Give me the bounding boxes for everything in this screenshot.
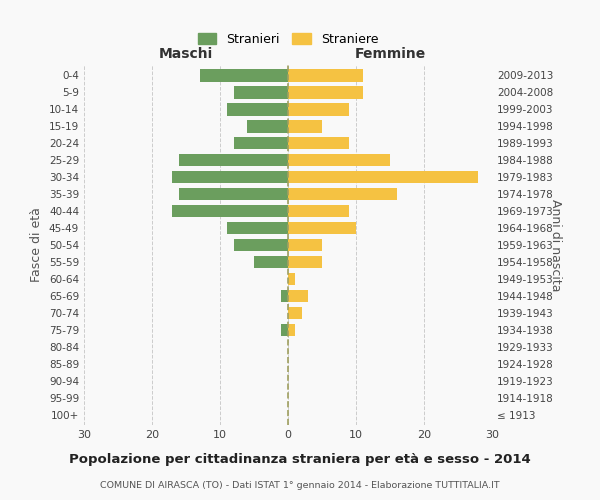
Y-axis label: Anni di nascita: Anni di nascita: [549, 198, 562, 291]
Bar: [233, 86, 288, 99]
Bar: [288, 204, 349, 218]
Bar: [233, 238, 288, 252]
Bar: [179, 154, 288, 166]
Text: Popolazione per cittadinanza straniera per età e sesso - 2014: Popolazione per cittadinanza straniera p…: [69, 452, 531, 466]
Text: Femmine: Femmine: [355, 48, 425, 62]
Bar: [288, 290, 308, 302]
Bar: [288, 324, 295, 336]
Bar: [227, 222, 288, 234]
Bar: [288, 86, 363, 99]
Text: Maschi: Maschi: [159, 48, 213, 62]
Bar: [233, 136, 288, 149]
Bar: [172, 204, 288, 218]
Bar: [200, 69, 288, 82]
Bar: [288, 136, 349, 149]
Bar: [247, 120, 288, 132]
Y-axis label: Fasce di età: Fasce di età: [31, 208, 43, 282]
Bar: [288, 238, 322, 252]
Bar: [288, 170, 478, 183]
Bar: [288, 188, 397, 200]
Bar: [254, 256, 288, 268]
Bar: [288, 306, 302, 320]
Text: COMUNE DI AIRASCA (TO) - Dati ISTAT 1° gennaio 2014 - Elaborazione TUTTITALIA.IT: COMUNE DI AIRASCA (TO) - Dati ISTAT 1° g…: [100, 481, 500, 490]
Bar: [288, 256, 322, 268]
Bar: [288, 222, 356, 234]
Bar: [281, 290, 288, 302]
Bar: [227, 103, 288, 116]
Bar: [281, 324, 288, 336]
Bar: [179, 188, 288, 200]
Bar: [288, 120, 322, 132]
Legend: Stranieri, Straniere: Stranieri, Straniere: [193, 28, 383, 51]
Bar: [288, 69, 363, 82]
Bar: [172, 170, 288, 183]
Bar: [288, 272, 295, 285]
Bar: [288, 154, 390, 166]
Bar: [288, 103, 349, 116]
